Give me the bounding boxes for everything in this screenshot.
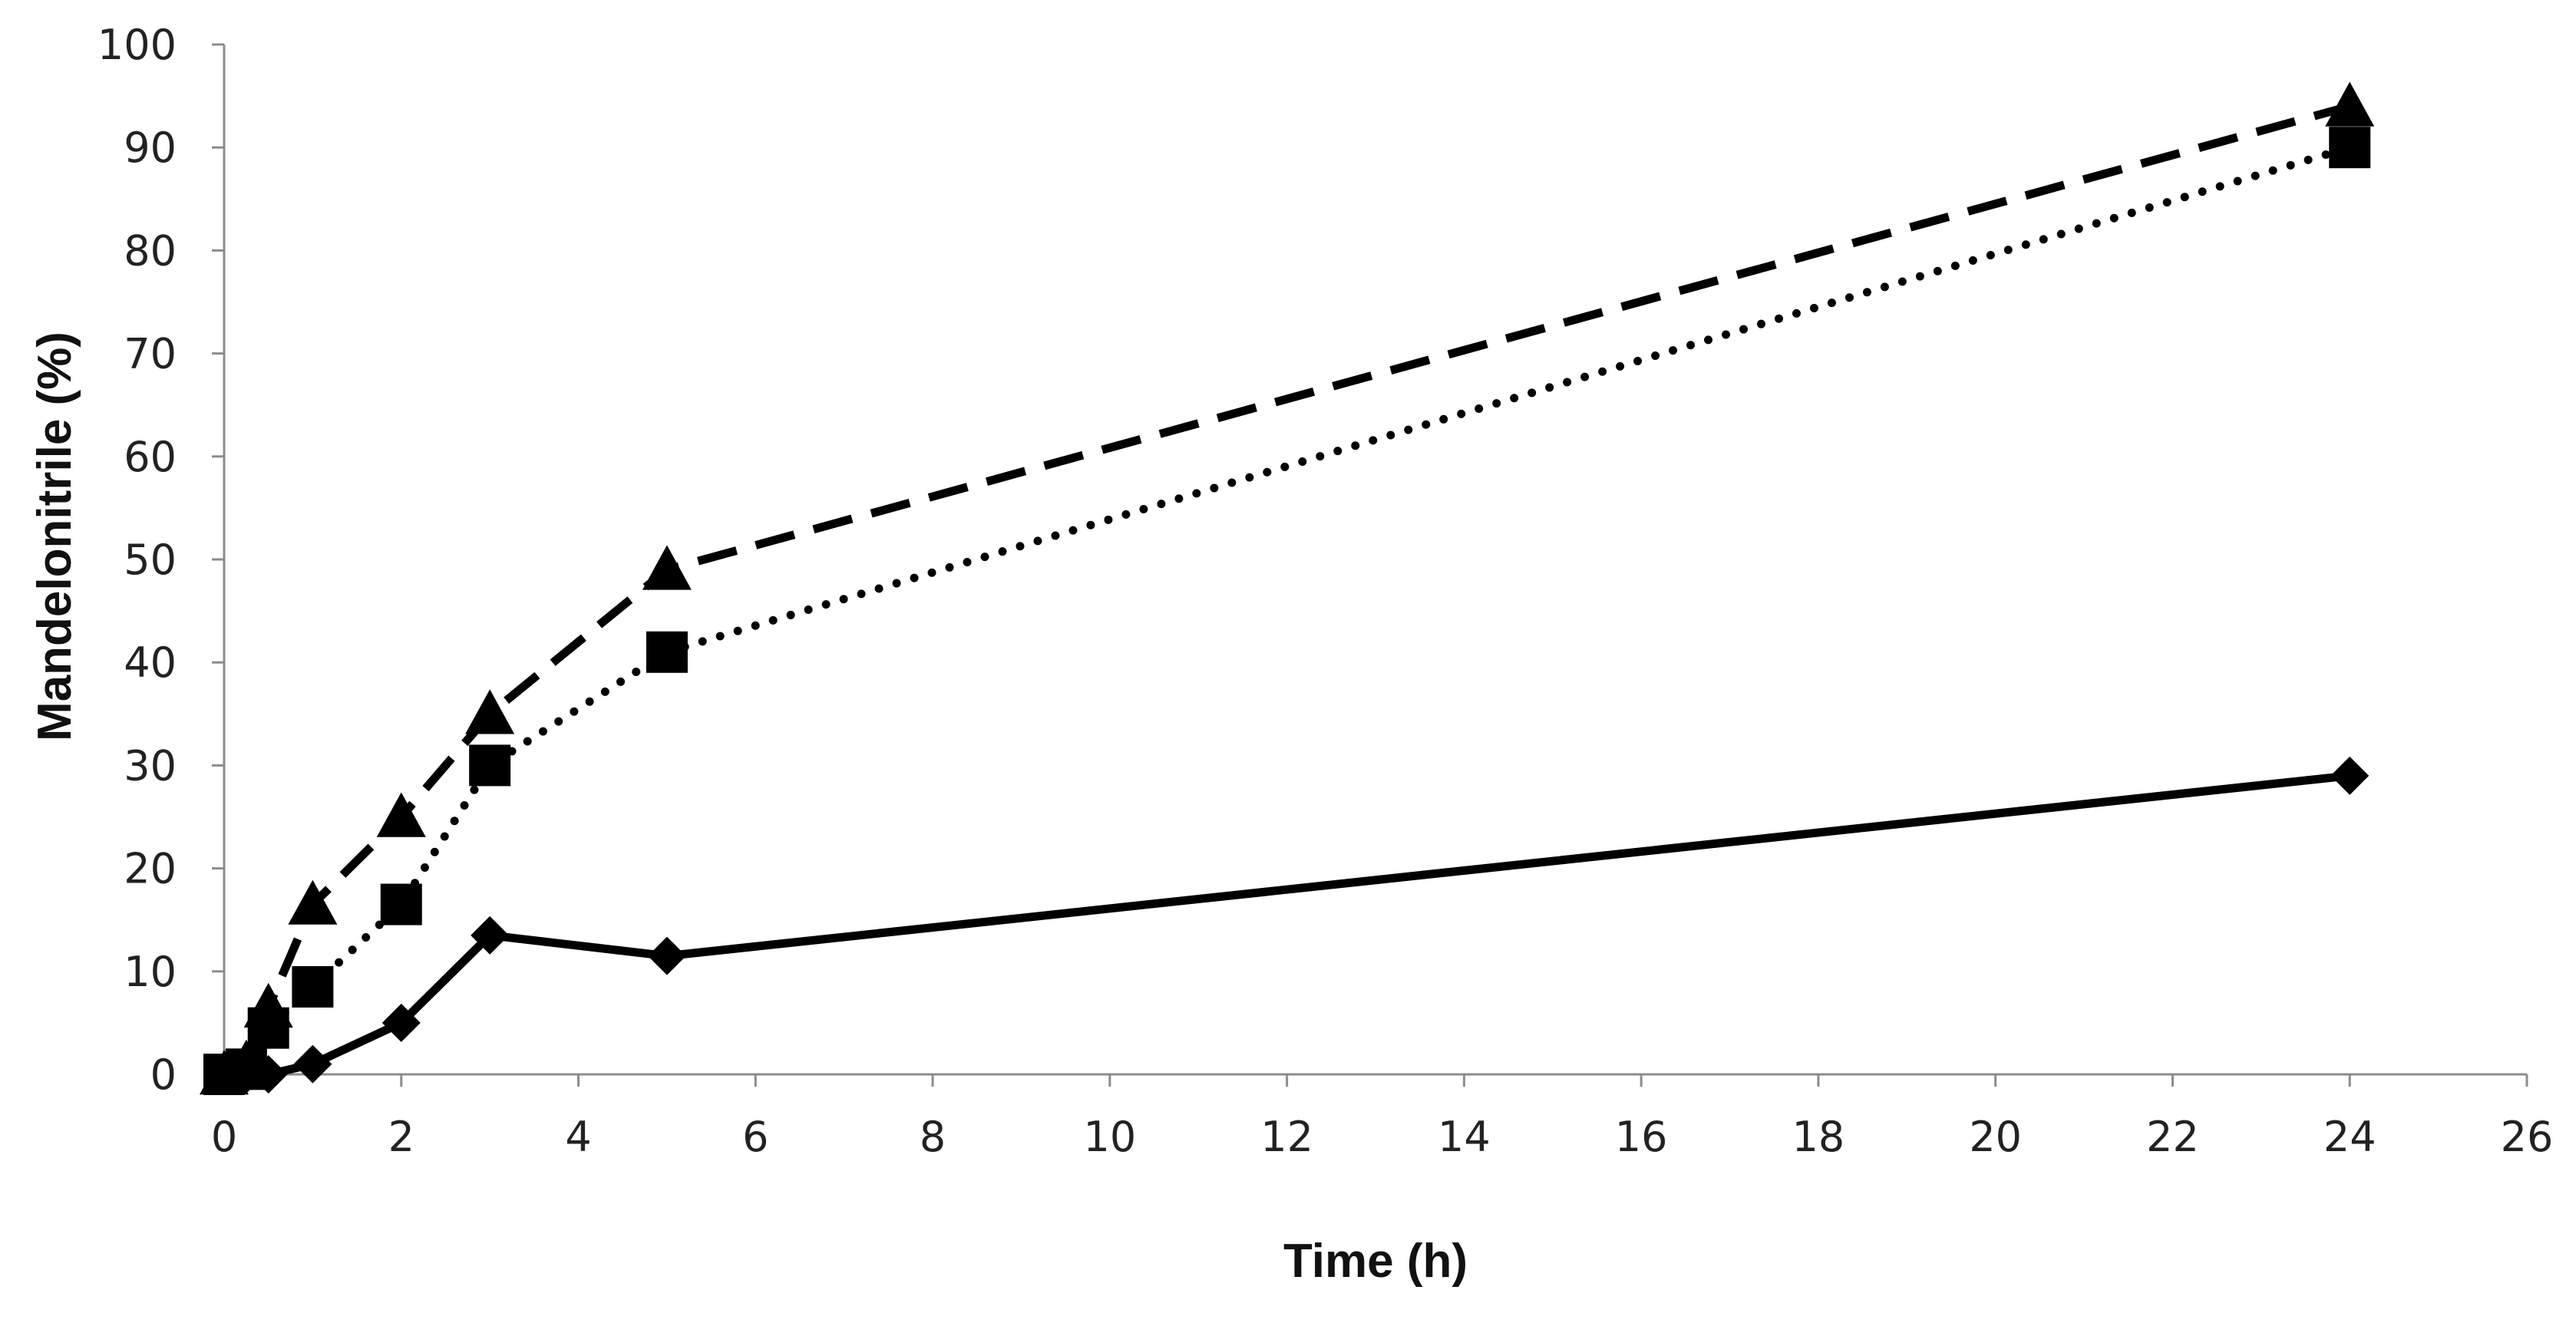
series-triangle-dashed-point <box>288 879 338 925</box>
x-tick-label: 10 <box>1083 1113 1136 1161</box>
y-tick-label: 90 <box>124 124 177 172</box>
x-tick-label: 2 <box>388 1113 414 1161</box>
x-tick-label: 22 <box>2146 1113 2199 1161</box>
y-tick-label: 50 <box>124 536 177 584</box>
y-tick-label: 20 <box>124 845 177 893</box>
y-axis-title: Mandelonitrile (%) <box>28 332 81 741</box>
x-tick-label: 18 <box>1792 1113 1845 1161</box>
y-tick-label: 80 <box>124 226 177 275</box>
x-tick-label: 12 <box>1260 1113 1313 1161</box>
series-triangle-dashed-line <box>222 102 2351 1078</box>
series-layer <box>220 102 2354 1079</box>
series-square-dotted-line <box>220 143 2354 1079</box>
y-tick-label: 0 <box>150 1051 177 1099</box>
x-tick-label: 16 <box>1615 1113 1668 1161</box>
series-triangle-dashed-point <box>243 982 293 1028</box>
series-triangle-dashed-point <box>221 1039 271 1084</box>
series-diamond-solid-point <box>381 1003 421 1042</box>
series-triangle-dashed-point <box>642 545 692 590</box>
series-triangle-dashed-point <box>376 792 426 837</box>
x-tick-label: 8 <box>920 1113 946 1161</box>
marker-layer <box>200 81 2375 1095</box>
y-tick-label: 40 <box>124 638 177 687</box>
x-tick-label: 20 <box>1969 1113 2022 1161</box>
x-tick-label: 26 <box>2501 1113 2554 1161</box>
x-axis-title: Time (h) <box>1283 1235 1468 1288</box>
series-diamond-solid-point <box>471 916 510 955</box>
series-square-dotted-point <box>292 965 334 1008</box>
series-square-dotted-point <box>380 883 422 925</box>
series-square-dotted-point <box>2329 127 2371 169</box>
series-diamond-solid-point <box>293 1044 332 1084</box>
x-tick-label: 4 <box>565 1113 591 1161</box>
y-tick-label: 10 <box>124 948 177 996</box>
y-tick-label: 30 <box>124 741 177 790</box>
x-tick-label: 24 <box>2323 1113 2376 1161</box>
series-diamond-solid-point <box>2330 756 2370 795</box>
x-tick-label: 14 <box>1438 1113 1491 1161</box>
series-diamond-solid-line <box>224 771 2350 1079</box>
series-triangle-dashed-point <box>2325 81 2375 127</box>
series-square-dotted-point <box>646 631 688 673</box>
y-tick-label: 100 <box>97 21 177 69</box>
x-tick-label: 0 <box>211 1113 237 1161</box>
series-triangle-dashed-point <box>465 689 515 734</box>
y-tick-label: 60 <box>124 433 177 481</box>
series-diamond-solid-point <box>647 936 686 975</box>
y-tick-label: 70 <box>124 330 177 378</box>
series-square-dotted-point <box>469 744 511 787</box>
x-tick-label: 6 <box>742 1113 768 1161</box>
